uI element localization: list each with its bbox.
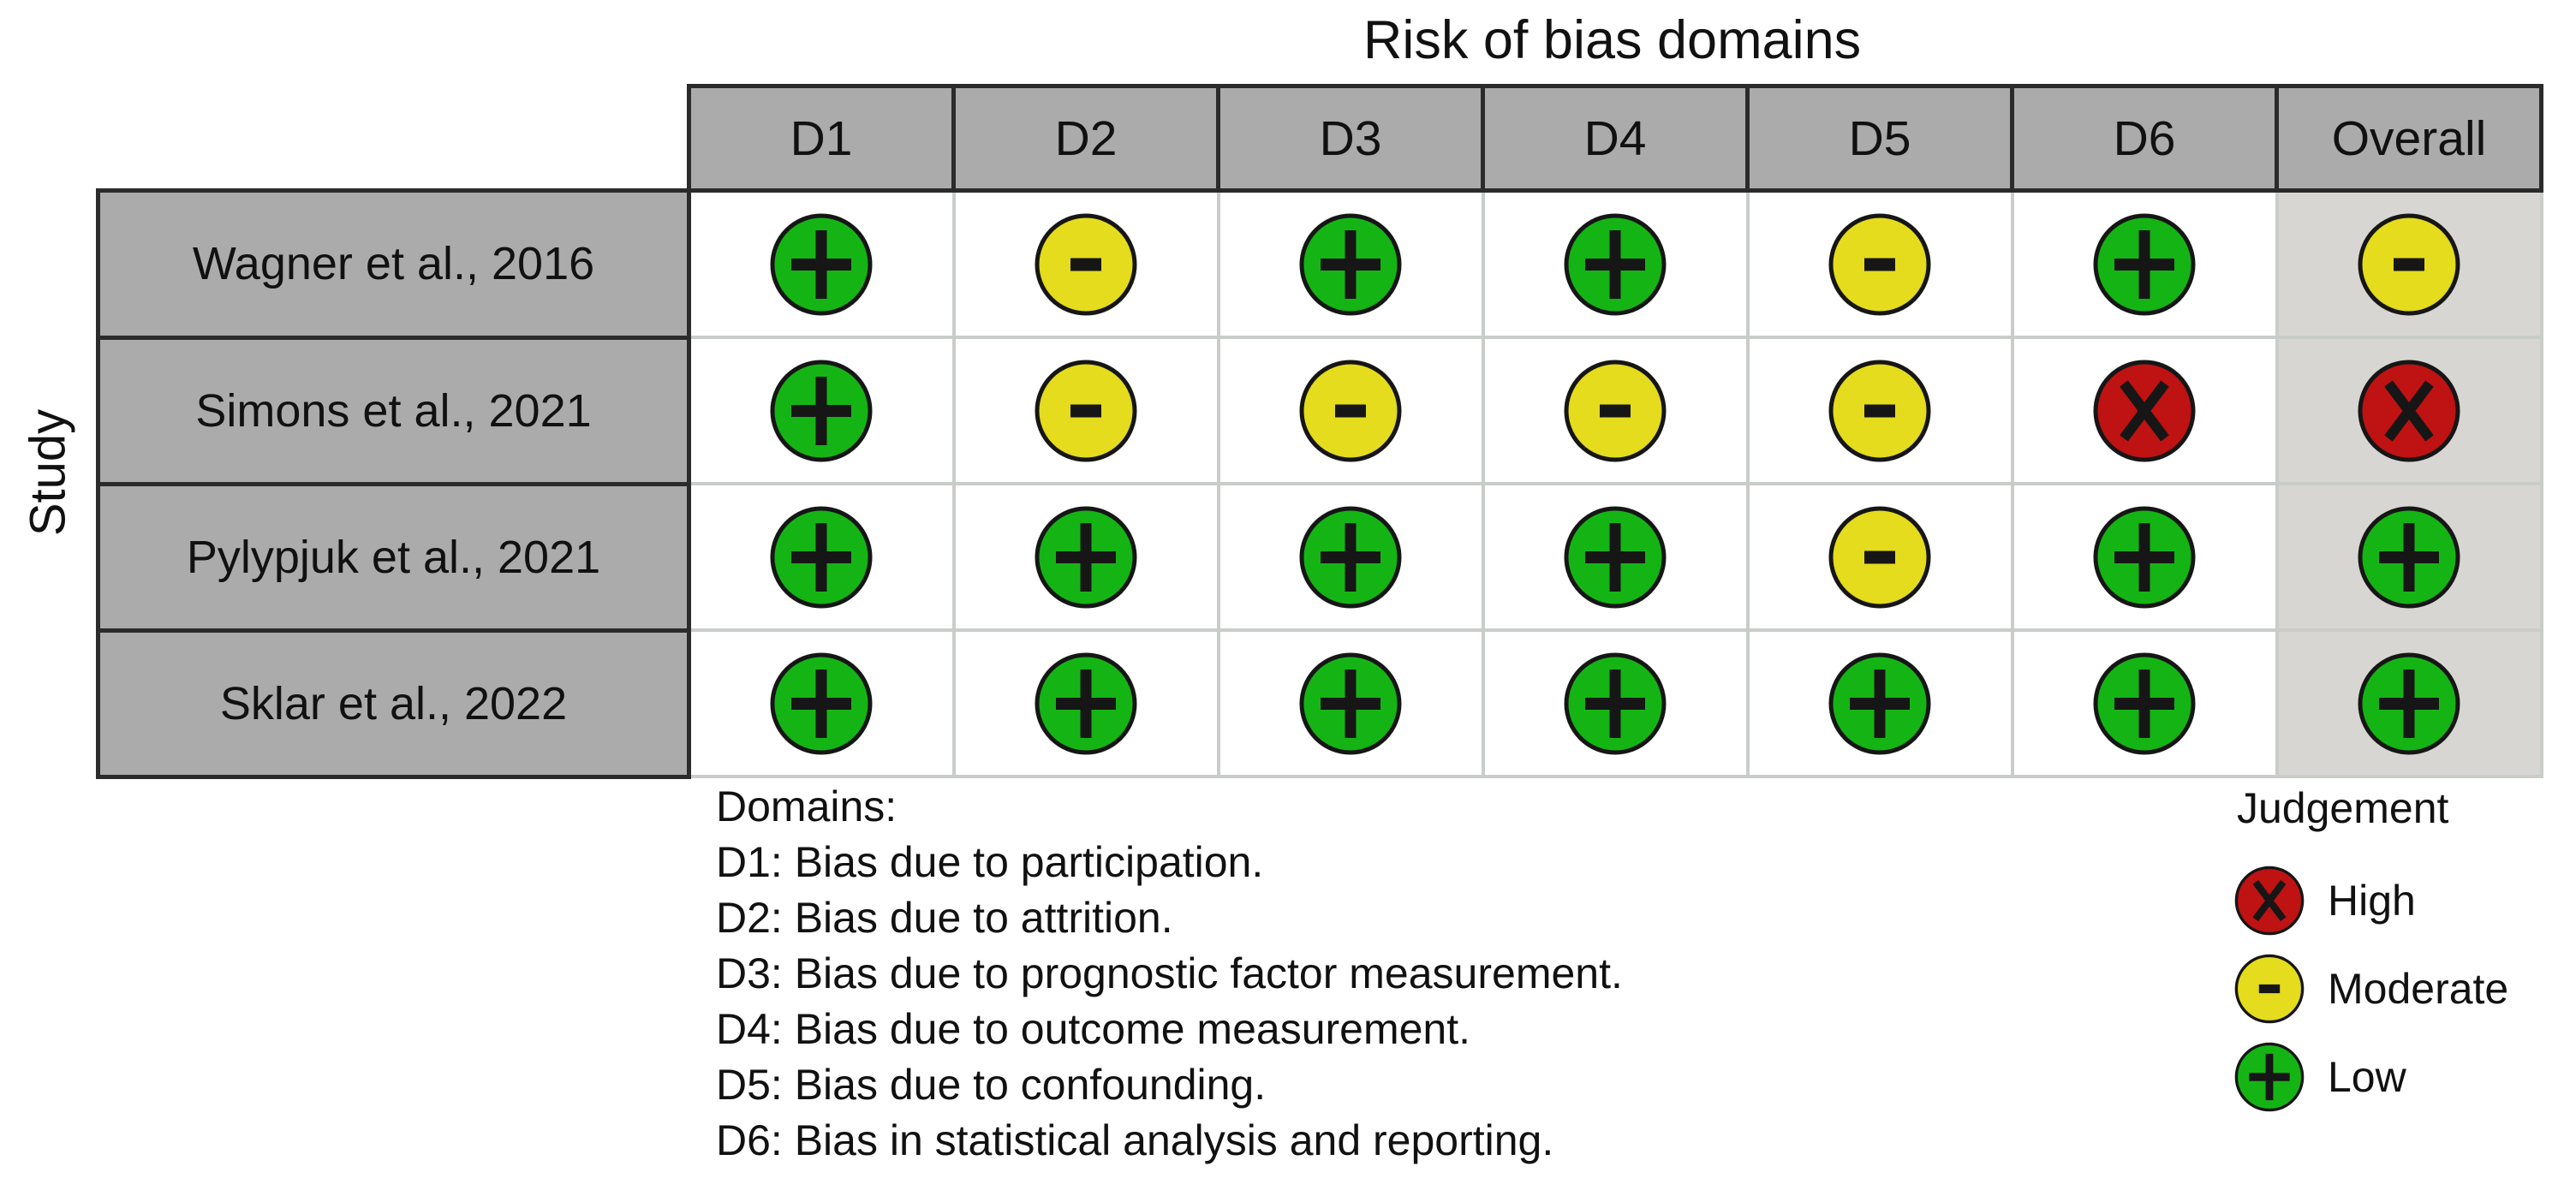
- high-risk-icon: [2234, 866, 2305, 935]
- legend-items: High Moderate Low: [2233, 856, 2508, 1121]
- judgement-cell: [2010, 188, 2279, 339]
- column-header-d4: D4: [1481, 84, 1750, 193]
- low-risk-icon: [1299, 652, 1402, 754]
- low-risk-icon: [2093, 213, 2196, 315]
- judgement-cell: [2275, 188, 2543, 339]
- judgement-cell: [687, 188, 956, 339]
- moderate-risk-icon: [1035, 213, 1137, 315]
- legend-item-label: Low: [2328, 1052, 2406, 1101]
- domain-note-line: Domains:: [716, 782, 897, 830]
- column-header-d1: D1: [687, 84, 956, 193]
- moderate-risk-icon: [1828, 506, 1931, 608]
- figure-title: Risk of bias domains: [1363, 10, 1862, 70]
- judgement-cell: [1216, 336, 1485, 485]
- moderate-risk-icon: [1828, 360, 1931, 461]
- judgement-cell: [2275, 482, 2543, 632]
- judgement-cell: [1481, 336, 1750, 485]
- low-risk-icon: [2358, 652, 2460, 754]
- low-risk-icon: [2093, 652, 2196, 754]
- judgement-cell: [1481, 482, 1750, 632]
- risk-of-bias-table: D1 D2 D3 D4 D5 D6 Overall Wagner et al., 2016 Si…: [96, 84, 2543, 779]
- low-risk-icon: [1564, 213, 1667, 315]
- low-risk-icon: [770, 652, 873, 754]
- low-risk-icon: [1828, 652, 1931, 754]
- study-label: Wagner et al., 2016: [96, 188, 691, 340]
- judgement-cell: [1481, 188, 1750, 339]
- judgement-cell: [687, 336, 956, 485]
- judgement-cell: [1216, 188, 1485, 339]
- corner-cell: [98, 86, 689, 191]
- legend-title: Judgement: [2237, 784, 2449, 832]
- high-risk-icon: [2358, 360, 2460, 461]
- domain-note-line: D6: Bias in statistical analysis and rep…: [716, 1116, 1554, 1164]
- column-header-d2: D2: [951, 84, 1220, 193]
- column-header-d6: D6: [2010, 84, 2279, 193]
- domains-note: Domains: D1: Bias due to participation. D2…: [716, 779, 1623, 1169]
- moderate-risk-icon: [1828, 213, 1931, 315]
- judgement-cell: [1745, 336, 2014, 485]
- column-header-d5: D5: [1745, 84, 2014, 193]
- low-risk-icon: [1035, 652, 1137, 754]
- judgement-cell: [2010, 482, 2279, 632]
- study-label: Simons et al., 2021: [96, 335, 691, 486]
- judgement-cell: [1745, 482, 2014, 632]
- legend-item-low: Low: [2233, 1032, 2508, 1121]
- study-label: Sklar et al., 2022: [96, 628, 691, 779]
- judgement-cell: [951, 628, 1220, 778]
- domain-note-line: D5: Bias due to confounding.: [716, 1061, 1267, 1109]
- low-risk-icon: [1564, 506, 1667, 608]
- legend-item-high: High: [2233, 856, 2508, 944]
- low-risk-icon: [770, 360, 873, 461]
- judgement-cell: [1745, 628, 2014, 778]
- low-risk-icon: [1299, 506, 1402, 608]
- domain-note-line: D1: Bias due to participation.: [716, 838, 1264, 886]
- judgement-cell: [687, 628, 956, 778]
- moderate-risk-icon: [1035, 360, 1137, 461]
- domain-note-line: D4: Bias due to outcome measurement.: [716, 1005, 1471, 1053]
- judgement-cell: [1216, 628, 1485, 778]
- moderate-risk-icon: [1299, 360, 1402, 461]
- moderate-risk-icon: [2234, 954, 2305, 1023]
- study-axis-label: Study: [20, 408, 76, 537]
- study-label: Pylypjuk et al., 2021: [96, 481, 691, 633]
- judgement-cell: [2010, 336, 2279, 485]
- low-risk-icon: [2358, 506, 2460, 608]
- judgement-cell: [2275, 628, 2543, 778]
- legend: Judgement High Moderate Low: [2233, 784, 2508, 1121]
- low-risk-icon: [1564, 652, 1667, 754]
- low-risk-icon: [2093, 506, 2196, 608]
- low-risk-icon: [2234, 1042, 2305, 1111]
- high-risk-icon: [2093, 360, 2196, 461]
- domain-note-line: D3: Bias due to prognostic factor measur…: [716, 949, 1623, 997]
- low-risk-icon: [1035, 506, 1137, 608]
- legend-item-moderate: Moderate: [2233, 944, 2508, 1032]
- judgement-cell: [2010, 628, 2279, 778]
- low-risk-icon: [770, 506, 873, 608]
- low-risk-icon: [1299, 213, 1402, 315]
- judgement-cell: [951, 336, 1220, 485]
- judgement-cell: [687, 482, 956, 632]
- judgement-cell: [1216, 482, 1485, 632]
- low-risk-icon: [770, 213, 873, 315]
- legend-item-label: Moderate: [2328, 964, 2509, 1013]
- domain-note-line: D2: Bias due to attrition.: [716, 894, 1173, 942]
- judgement-cell: [951, 482, 1220, 632]
- column-header-overall: Overall: [2275, 84, 2543, 193]
- judgement-cell: [1745, 188, 2014, 339]
- legend-item-label: High: [2328, 876, 2416, 925]
- judgement-cell: [1481, 628, 1750, 778]
- judgement-cell: [951, 188, 1220, 339]
- column-header-d3: D3: [1216, 84, 1485, 193]
- judgement-cell: [2275, 336, 2543, 485]
- moderate-risk-icon: [2358, 213, 2460, 315]
- moderate-risk-icon: [1564, 360, 1667, 461]
